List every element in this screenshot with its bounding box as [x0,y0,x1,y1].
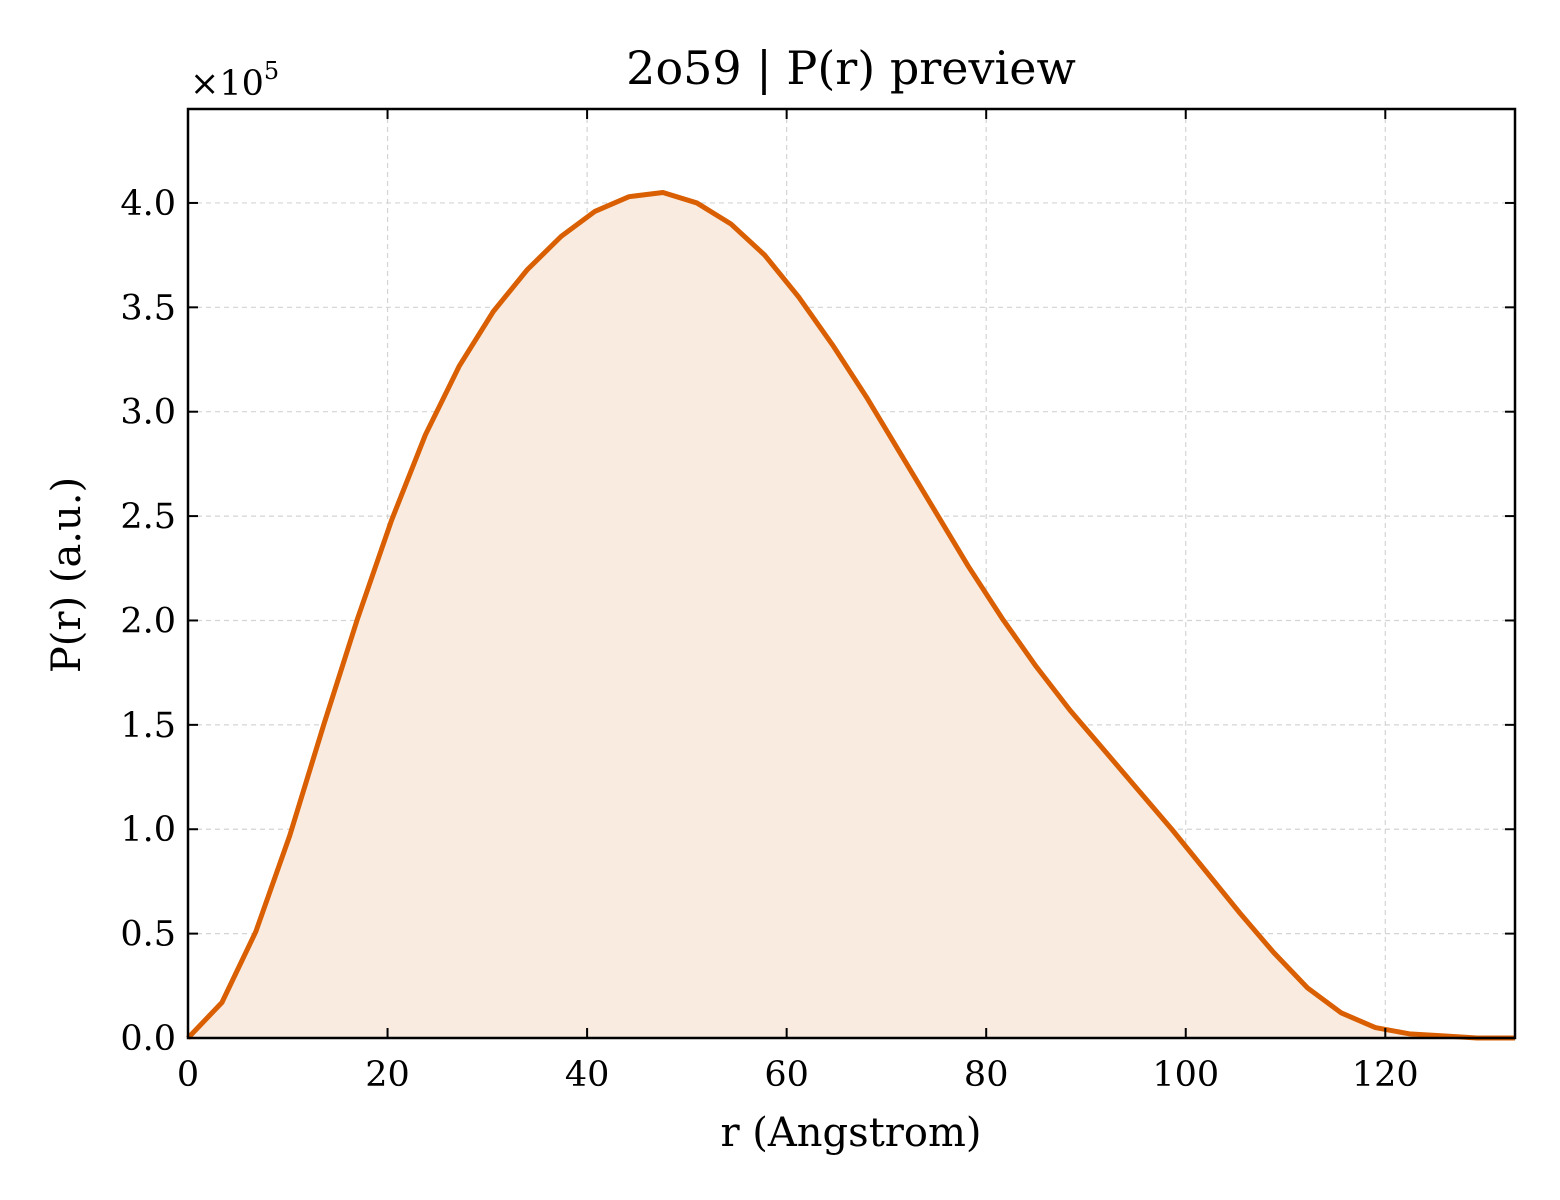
y-tick-label: 4.0 [120,184,176,224]
y-tick-label: 1.0 [120,810,176,850]
y-tick-label: 2.0 [120,601,176,641]
x-tick-label: 100 [1152,1055,1219,1095]
x-axis-label: r (Angstrom) [720,1110,981,1156]
y-tick-label: 3.0 [120,393,176,433]
x-tick-label: 120 [1352,1055,1419,1095]
y-multiplier-base: ×10 [190,64,264,104]
pr-area-fill [188,192,1515,1038]
pr-line [186,190,1515,1041]
plot-frame [186,107,1517,1040]
x-tick-label: 40 [565,1055,610,1095]
y-axis-multiplier: ×105 [190,57,279,104]
y-axis-ticks: 0.0 0.5 1.0 1.5 2.0 2.5 3.0 3.5 4.0 [120,184,1515,1059]
y-tick-label: 0.5 [120,915,176,955]
x-tick-label: 0 [177,1055,199,1095]
chart-title: 2o59 | P(r) preview [626,41,1076,95]
y-tick-label: 2.5 [120,497,176,537]
x-tick-label: 80 [964,1055,1009,1095]
y-tick-label: 0.0 [120,1019,176,1059]
y-tick-label: 1.5 [120,706,176,746]
x-tick-label: 60 [764,1055,809,1095]
x-tick-label: 20 [365,1055,410,1095]
y-multiplier-exponent: 5 [264,57,279,85]
y-axis-label: P(r) (a.u.) [44,477,90,673]
x-axis-ticks: 0 20 40 60 80 100 120 [177,109,1419,1095]
y-tick-label: 3.5 [120,288,176,328]
